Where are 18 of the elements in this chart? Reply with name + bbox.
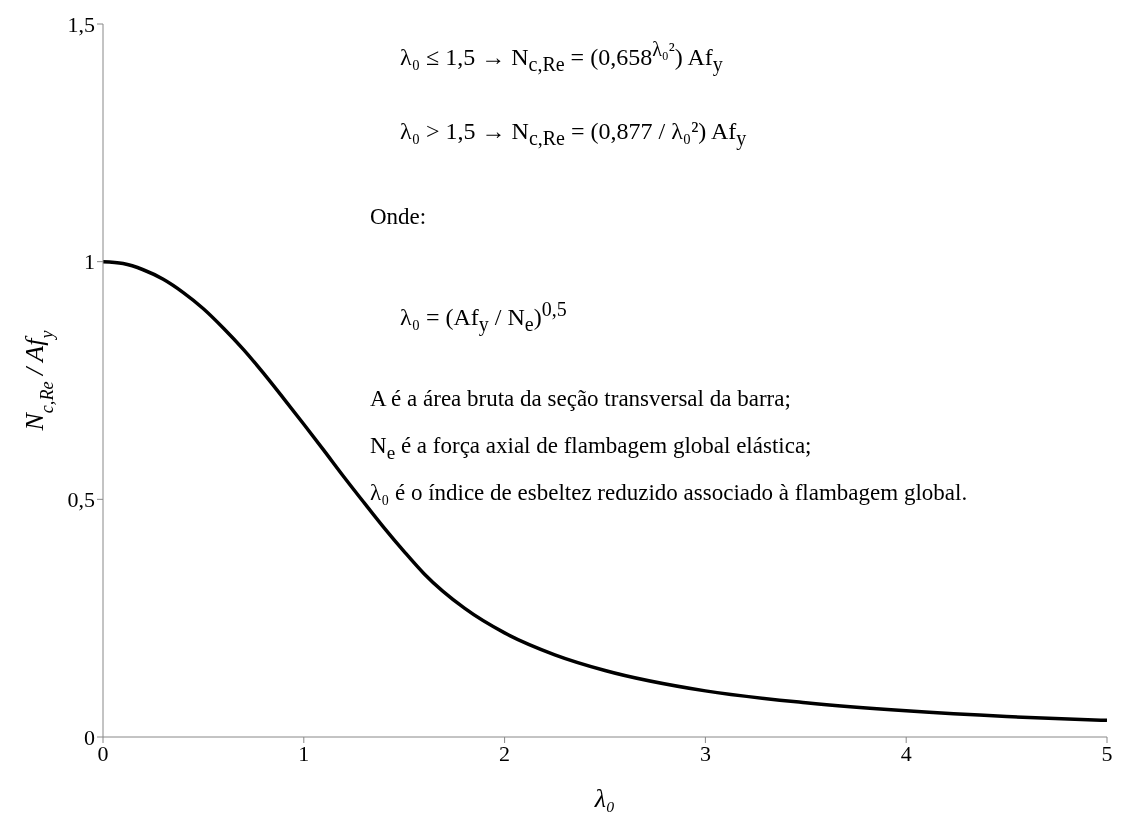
annotation: λ₀ = (Af$_{y}$ / N$_{e}$)$^{0,5}$: [400, 298, 567, 336]
annotation: A é a área bruta da seção transversal da barra;: [370, 386, 791, 412]
y-tick-label: 0,5: [67, 487, 95, 513]
y-tick-label: 0: [84, 724, 95, 750]
annotation: λ₀ é o índice de esbeltez reduzido associado à flambagem global.: [370, 480, 968, 506]
x-tick-label: 5: [1101, 740, 1113, 766]
annotation: λ₀ > 1,5 → N$_{c,Re}$ = (0,877 / λ₀²) Af$_{y}$: [400, 118, 747, 150]
y-tick-label: 1: [84, 249, 95, 275]
annotation: Onde:: [370, 204, 427, 230]
x-tick-label: 1: [298, 740, 310, 766]
x-tick-label: 3: [699, 740, 711, 766]
y-tick-label: 1,5: [67, 11, 95, 37]
x-tick-label: 4: [900, 740, 912, 766]
annotation: N$_{e}$ é a força axial de flambagem global elástica;: [370, 433, 812, 464]
x-tick-label: 2: [499, 740, 511, 766]
annotation: λ₀ ≤ 1,5 → N$_{c,Re}$ = (0,658$^{λ₀²}$) Af$_{y}$: [400, 38, 723, 76]
x-axis-title: λ₀: [593, 784, 616, 813]
line-series: [103, 259, 1107, 723]
